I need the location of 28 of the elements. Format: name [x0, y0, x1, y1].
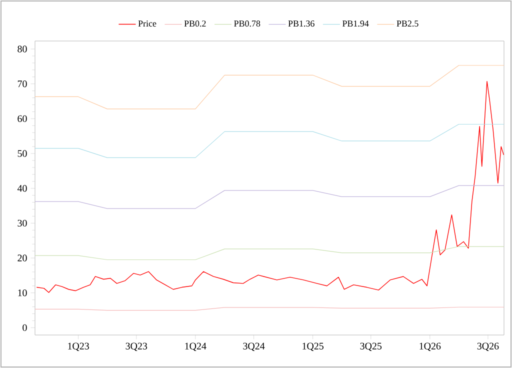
x-tick-label: 3Q24 [243, 342, 265, 351]
x-tick-label: 3Q25 [360, 342, 382, 351]
y-tick-label: 50 [18, 150, 27, 157]
y-tick-label: 20 [18, 254, 27, 262]
y-tick-label: 30 [18, 220, 27, 227]
y-tick-label: 10 [18, 289, 27, 296]
x-tick-label: 1Q25 [302, 342, 324, 351]
legend-label: PB1.94 [342, 20, 369, 27]
line-series [35, 246, 504, 260]
line-series [35, 65, 504, 110]
x-tick-label: 3Q23 [126, 342, 148, 351]
y-tick-label: 70 [18, 80, 27, 88]
line-series [36, 81, 504, 293]
x-tick-label: 3Q26 [477, 342, 499, 351]
y-tick-label: 60 [18, 115, 27, 122]
line-series [35, 185, 504, 209]
legend-label: PB0.2 [184, 20, 206, 27]
y-tick-label: 40 [17, 184, 27, 192]
y-tick-label: 80 [18, 46, 27, 52]
legend-label: Price [138, 20, 156, 27]
x-tick-label: 1Q26 [420, 342, 441, 351]
line-series [35, 124, 504, 158]
y-tick-label: 0 [22, 324, 27, 332]
legend-label: PB0.78 [234, 20, 260, 27]
legend-label: PB1.36 [288, 20, 314, 27]
x-tick-label: 1Q24 [185, 342, 206, 351]
x-tick-label: 1Q23 [68, 342, 89, 351]
legend-label: PB2.5 [396, 20, 418, 27]
